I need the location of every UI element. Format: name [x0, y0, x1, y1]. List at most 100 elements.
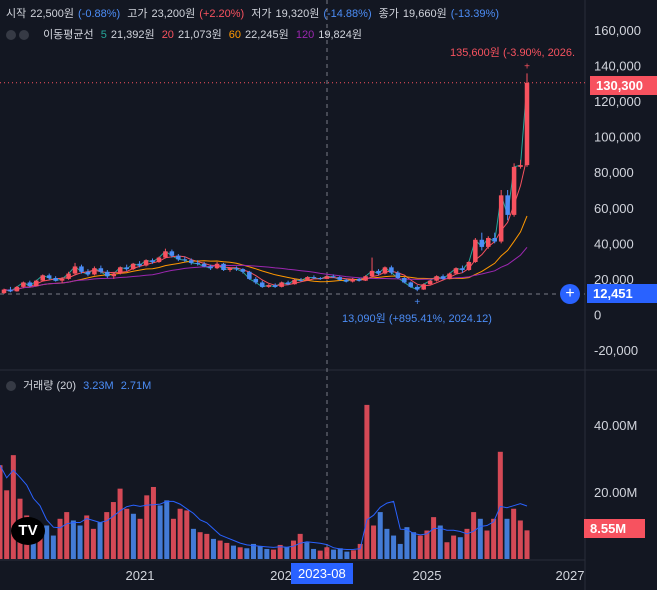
- high-marker: +: [524, 61, 530, 72]
- volume-bar: [517, 520, 523, 559]
- volume-bar: [331, 549, 337, 559]
- volume-title: 거래량 (20): [23, 380, 77, 392]
- candle-body: [356, 278, 362, 281]
- high-label: 고가: [127, 8, 148, 20]
- candle-body: [311, 277, 317, 279]
- cursor-price-tag: 12,451: [587, 284, 657, 303]
- add-alert-button[interactable]: +: [560, 284, 580, 304]
- volume-bar: [50, 535, 56, 559]
- volume-bar: [37, 527, 43, 559]
- candle-body: [208, 266, 213, 269]
- price-tick-label: 140,000: [594, 59, 641, 74]
- candle-body: [485, 238, 491, 247]
- volume-value-1: 3.23M: [83, 380, 114, 392]
- candle-body: [382, 267, 388, 274]
- open-change: (-0.88%): [78, 8, 121, 20]
- visibility-icon[interactable]: [6, 381, 16, 392]
- time-tick-label: 2027: [556, 568, 585, 583]
- ma60-value: 22,245원: [245, 29, 289, 41]
- volume-legend[interactable]: 거래량 (20) 3.23M 2.71M: [6, 377, 155, 393]
- candle-body: [176, 255, 181, 260]
- candle-body: [279, 282, 284, 287]
- volume-bar: [444, 542, 450, 559]
- volume-bar: [264, 548, 270, 559]
- candle-body: [137, 263, 142, 266]
- candle-body: [337, 277, 343, 280]
- volume-bar: [244, 548, 250, 559]
- volume-bar: [144, 495, 150, 559]
- time-tick-label: 2025: [413, 568, 442, 583]
- last-price-tag: 130,300: [590, 76, 657, 95]
- price-tick-label: 20,000: [594, 272, 634, 287]
- time-tick-label: 2021: [126, 568, 155, 583]
- volume-bar: [384, 528, 390, 559]
- candle-body: [240, 269, 246, 272]
- low-label: 저가: [251, 8, 272, 20]
- candle-body: [92, 268, 97, 275]
- volume-bar: [124, 508, 130, 559]
- volume-bar: [291, 540, 297, 559]
- candle-body: [150, 260, 155, 262]
- volume-bar: [324, 547, 330, 559]
- volume-bar: [77, 525, 83, 559]
- ma5-value: 21,392원: [110, 29, 155, 41]
- volume-bar: [431, 517, 437, 559]
- candle-body: [79, 266, 84, 272]
- volume-bar: [0, 465, 3, 559]
- volume-bar: [284, 546, 290, 559]
- candle-body: [1, 289, 7, 294]
- volume-bar: [117, 488, 123, 559]
- volume-bar: [297, 533, 303, 559]
- volume-bar: [377, 512, 383, 559]
- volume-bar: [257, 546, 263, 559]
- volume-bar: [170, 518, 176, 559]
- candle-body: [292, 279, 297, 285]
- price-tick-label: 60,000: [594, 201, 634, 216]
- volume-bar: [90, 528, 96, 559]
- volume-bar: [30, 532, 36, 559]
- visibility-icon[interactable]: [6, 30, 16, 41]
- volume-bar: [177, 508, 183, 559]
- volume-bar: [184, 510, 190, 559]
- volume-bar: [97, 522, 103, 559]
- volume-bar: [70, 520, 76, 559]
- candle-body: [408, 282, 414, 287]
- candle-body: [402, 278, 407, 283]
- ma-line-60: [3, 215, 528, 291]
- volume-bar: [104, 512, 110, 559]
- close-icon[interactable]: [19, 30, 29, 41]
- candle-body: [111, 273, 117, 277]
- volume-bar: [150, 486, 156, 559]
- candle-body: [27, 282, 33, 286]
- ma-line-20: [3, 157, 528, 291]
- volume-bar: [44, 525, 50, 559]
- volume-bar: [484, 530, 490, 559]
- ma-line-5: [3, 82, 528, 292]
- candle-body: [53, 278, 58, 281]
- volume-bar: [84, 515, 90, 559]
- ma-legend[interactable]: 이동평균선 5 21,392원 20 21,073원 60 22,245원 120 19…: [6, 26, 366, 42]
- candle-body: [350, 278, 355, 282]
- tradingview-logo[interactable]: TV: [11, 517, 45, 545]
- volume-bar: [224, 542, 230, 559]
- volume-tick-label: 20.00M: [594, 485, 637, 500]
- volume-bar: [130, 513, 136, 559]
- time-tick-label: 202: [270, 568, 292, 583]
- volume-bar: [137, 518, 143, 559]
- candle-body: [524, 82, 530, 166]
- volume-bar: [197, 532, 203, 559]
- volume-bar: [417, 535, 423, 559]
- volume-bar: [311, 548, 317, 559]
- candle-body: [143, 260, 149, 266]
- candle-body: [105, 271, 110, 277]
- candle-body: [8, 289, 13, 292]
- candle-body: [414, 286, 420, 290]
- candle-body: [395, 272, 401, 278]
- price-tick-label: -20,000: [594, 343, 638, 358]
- candle-body: [305, 277, 310, 281]
- low-value: 19,320원: [275, 8, 320, 20]
- ma-line-120: [3, 246, 528, 291]
- candle-body: [195, 262, 200, 264]
- candle-body: [376, 270, 381, 274]
